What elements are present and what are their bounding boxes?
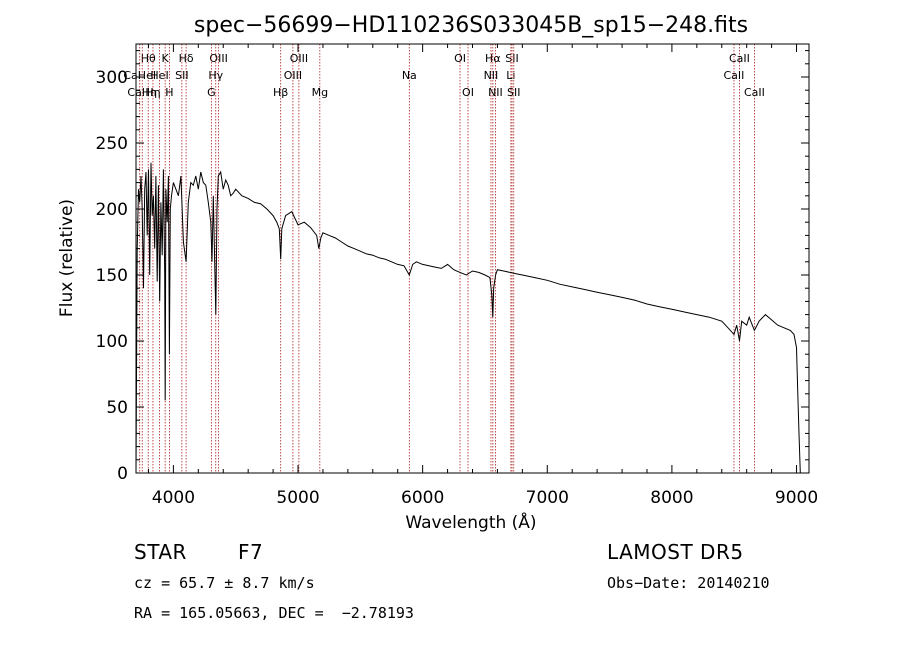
obs-date: Obs−Date: 20140210 xyxy=(607,574,770,592)
y-tick-label: 250 xyxy=(96,134,128,154)
line-marker-label: Hβ xyxy=(273,86,288,99)
line-marker-label: CaII xyxy=(724,69,745,82)
redshift-text: cz = 65.7 ± 8.7 km/s xyxy=(134,574,315,592)
line-marker-label: OIII xyxy=(290,52,308,65)
x-tick-label: 6000 xyxy=(401,488,444,508)
line-marker-label: OIII xyxy=(209,52,227,65)
line-marker-label: G xyxy=(207,86,216,99)
x-tick-label: 5000 xyxy=(276,488,319,508)
line-marker-label: CaHeI xyxy=(123,69,156,82)
x-axis: 4000 5000 6000 7000 8000 9000 xyxy=(147,44,818,508)
line-marker-label: Na xyxy=(402,69,417,82)
plot-frame xyxy=(135,43,810,474)
line-marker-label: CaHη xyxy=(127,86,157,99)
line-marker-label: Hγ xyxy=(208,69,223,82)
y-tick-label: 0 xyxy=(117,464,128,484)
line-marker-label: Hα xyxy=(485,52,501,65)
line-marker-label: NII xyxy=(488,86,503,99)
line-marker-label: SII xyxy=(505,52,518,65)
line-marker-label: Hδ xyxy=(179,52,194,65)
spectrum-series xyxy=(135,162,801,474)
line-marker-label: Mg xyxy=(312,86,328,99)
y-tick-label: 50 xyxy=(106,398,128,418)
y-tick-label: 150 xyxy=(96,266,128,286)
object-subclass: F7 xyxy=(238,540,264,564)
line-marker-label: CaII xyxy=(744,86,765,99)
line-marker-label: OIII xyxy=(284,69,302,82)
x-axis-label: Wavelength (Å) xyxy=(405,511,536,533)
y-axis-label: Flux (relative) xyxy=(57,199,77,317)
survey-name: LAMOST DR5 xyxy=(607,540,744,564)
line-marker-label: Li xyxy=(506,69,515,82)
y-tick-label: 300 xyxy=(96,68,128,88)
y-tick-label: 200 xyxy=(96,200,128,220)
line-marker-label: CaII xyxy=(729,52,750,65)
line-marker-label: SII xyxy=(507,86,520,99)
line-marker-label: OI xyxy=(454,52,466,65)
y-axis: 0 50 100 150 200 250 300 xyxy=(96,50,809,484)
spectrum-plot: spec−56699−HD110236S033045B_sp15−248.fit… xyxy=(57,13,818,533)
line-marker-label: HeI xyxy=(150,69,168,82)
x-tick-label: 4000 xyxy=(152,488,195,508)
x-tick-label: 9000 xyxy=(775,488,818,508)
coordinates-text: RA = 165.05663, DEC = −2.78193 xyxy=(134,604,414,622)
x-tick-label: 7000 xyxy=(526,488,569,508)
line-markers: Hθ CaHeI CaHη K HeI Hη H Hδ SII OIII Hγ G Hβ OIII OIII… xyxy=(123,44,765,473)
y-tick-label: 100 xyxy=(96,332,128,352)
line-marker-label: OI xyxy=(462,86,474,99)
line-marker-label: Hη xyxy=(145,86,160,99)
line-marker-label: H xyxy=(165,86,173,99)
line-marker-label: K xyxy=(162,52,170,65)
chart-title: spec−56699−HD110236S033045B_sp15−248.fit… xyxy=(194,13,748,38)
line-marker-label: SII xyxy=(175,69,188,82)
line-marker-label: Hθ xyxy=(141,52,156,65)
object-class: STAR xyxy=(134,540,187,564)
x-tick-label: 8000 xyxy=(650,488,693,508)
line-marker-label: NII xyxy=(484,69,499,82)
